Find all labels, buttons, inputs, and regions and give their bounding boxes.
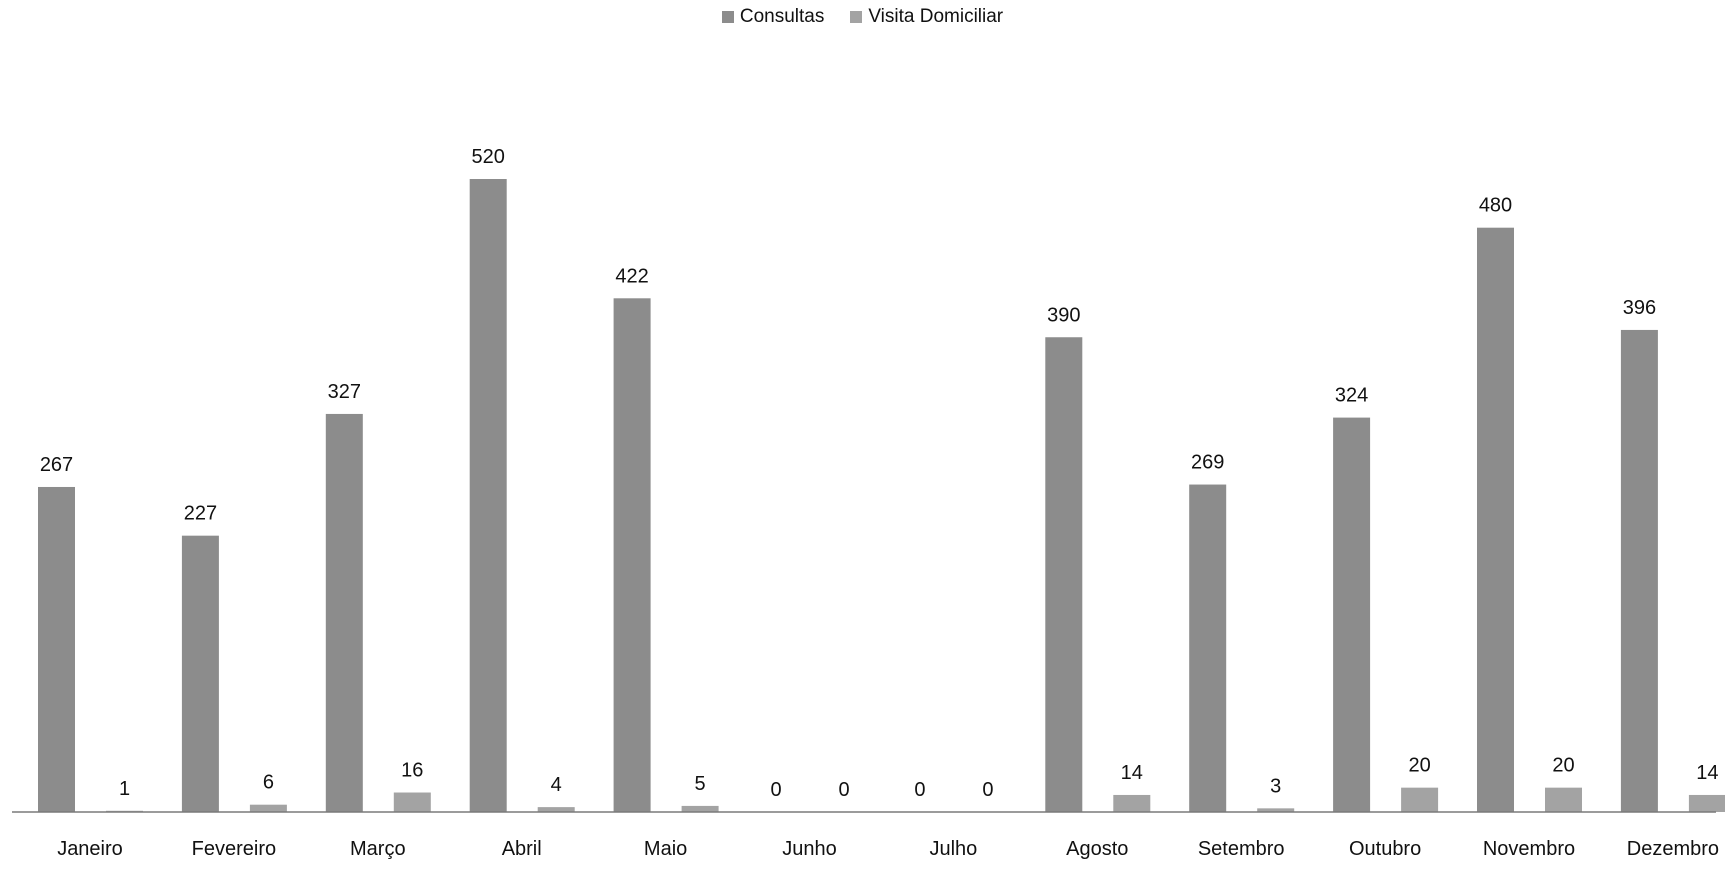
bar-visita-domiciliar-8 bbox=[1257, 808, 1295, 812]
data-label-visita-domiciliar-6: 0 bbox=[982, 779, 993, 801]
data-label-consultas-2: 327 bbox=[328, 381, 361, 403]
legend-swatch-consultas bbox=[721, 11, 734, 23]
data-label-visita-domiciliar-0: 1 bbox=[119, 778, 130, 800]
bar-consultas-10 bbox=[1477, 227, 1514, 812]
data-label-consultas-7: 390 bbox=[1047, 304, 1080, 326]
bar-visita-domiciliar-1 bbox=[249, 804, 287, 812]
data-label-consultas-1: 227 bbox=[184, 503, 217, 525]
data-label-consultas-11: 396 bbox=[1623, 297, 1656, 319]
data-label-visita-domiciliar-9: 20 bbox=[1408, 755, 1430, 777]
bar-consultas-8 bbox=[1189, 484, 1227, 812]
x-tick-label-9: Outubro bbox=[1349, 838, 1421, 860]
x-tick-label-5: Junho bbox=[782, 838, 837, 860]
x-tick-label-1: Fevereiro bbox=[192, 838, 276, 860]
x-tick-label-2: Março bbox=[350, 838, 406, 860]
data-label-visita-domiciliar-2: 16 bbox=[401, 760, 423, 782]
data-label-consultas-3: 520 bbox=[472, 146, 505, 168]
x-tick-label-3: Abril bbox=[502, 838, 542, 860]
data-label-visita-domiciliar-3: 4 bbox=[551, 774, 562, 796]
data-label-visita-domiciliar-7: 14 bbox=[1121, 762, 1143, 784]
bar-visita-domiciliar-3 bbox=[537, 807, 575, 812]
bar-visita-domiciliar-11 bbox=[1688, 794, 1725, 812]
bar-consultas-1 bbox=[181, 535, 219, 812]
bar-visita-domiciliar-2 bbox=[393, 792, 431, 812]
data-label-consultas-4: 422 bbox=[615, 265, 648, 287]
data-label-consultas-5: 0 bbox=[770, 779, 781, 801]
legend-label-visita-domiciliar: Visita Domiciliar bbox=[868, 6, 1004, 27]
legend-item-consultas: Consultas bbox=[721, 6, 825, 28]
bar-visita-domiciliar-4 bbox=[681, 805, 719, 812]
legend-label-consultas: Consultas bbox=[739, 6, 825, 27]
bar-visita-domiciliar-9 bbox=[1401, 787, 1439, 812]
bar-visita-domiciliar-7 bbox=[1113, 794, 1151, 812]
bar-consultas-3 bbox=[469, 179, 507, 812]
x-tick-label-8: Setembro bbox=[1198, 838, 1285, 860]
bar-consultas-0 bbox=[38, 486, 75, 812]
x-tick-label-0: Janeiro bbox=[57, 838, 123, 860]
bar-consultas-11 bbox=[1620, 329, 1658, 812]
x-tick-label-6: Julho bbox=[929, 838, 977, 860]
legend: Consultas Visita Domiciliar bbox=[0, 6, 1725, 28]
data-label-visita-domiciliar-8: 3 bbox=[1270, 775, 1281, 797]
data-label-visita-domiciliar-10: 20 bbox=[1552, 755, 1574, 777]
data-label-consultas-9: 324 bbox=[1335, 385, 1368, 407]
data-label-visita-domiciliar-1: 6 bbox=[263, 772, 274, 794]
bar-consultas-4 bbox=[613, 298, 651, 812]
data-label-consultas-10: 480 bbox=[1479, 195, 1512, 217]
legend-item-visita-domiciliar: Visita Domiciliar bbox=[850, 6, 1003, 28]
data-label-visita-domiciliar-4: 5 bbox=[695, 773, 706, 795]
x-tick-label-7: Agosto bbox=[1066, 838, 1128, 860]
x-tick-label-10: Novembro bbox=[1483, 838, 1575, 860]
bar-consultas-7 bbox=[1045, 337, 1083, 812]
data-label-consultas-0: 267 bbox=[40, 454, 73, 476]
bar-visita-domiciliar-10 bbox=[1545, 787, 1582, 812]
x-tick-label-4: Maio bbox=[644, 838, 687, 860]
bar-consultas-2 bbox=[325, 413, 363, 812]
data-label-visita-domiciliar-5: 0 bbox=[838, 779, 849, 801]
data-label-visita-domiciliar-11: 14 bbox=[1696, 762, 1718, 784]
data-label-consultas-6: 0 bbox=[914, 779, 925, 801]
x-tick-label-11: Dezembro bbox=[1627, 838, 1719, 860]
data-label-consultas-8: 269 bbox=[1191, 452, 1224, 474]
bar-consultas-9 bbox=[1333, 417, 1371, 812]
legend-swatch-visita-domiciliar bbox=[850, 11, 863, 23]
